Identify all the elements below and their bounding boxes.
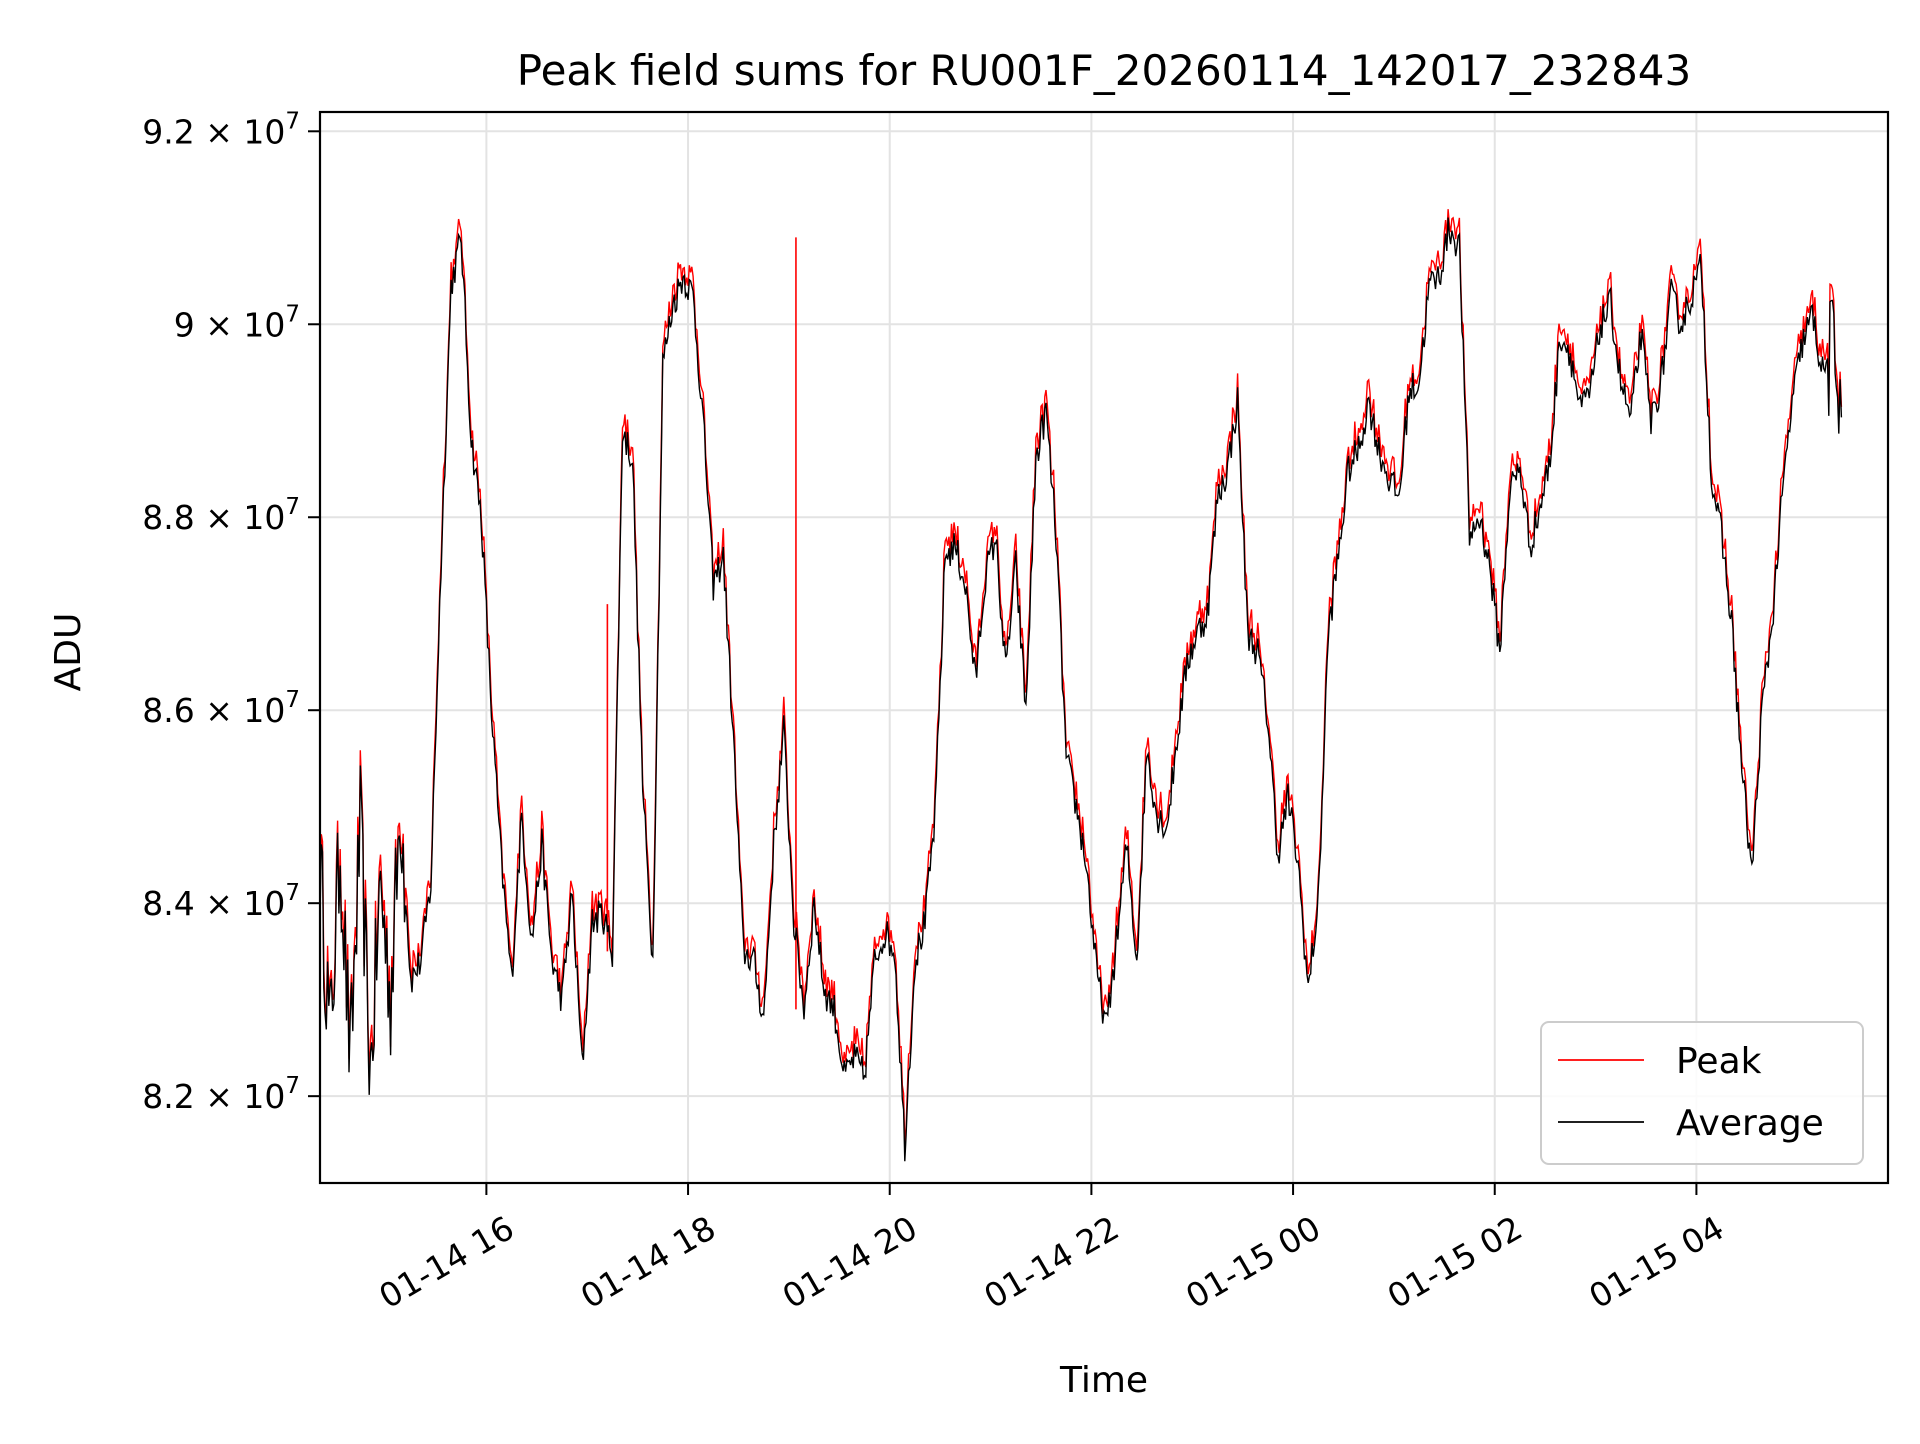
ticks: 01-14 16 01-14 18 01-14 20 01-14 22 01-15 00… (142, 108, 1730, 1316)
y-tick-label: 8.2 × 107 (142, 1073, 300, 1116)
x-tick-label: 01-14 22 (977, 1208, 1125, 1316)
plot-frame (318, 110, 1890, 1185)
series-peak-line (320, 209, 1843, 1147)
legend-box (1540, 1021, 1864, 1165)
x-tick-label: 01-14 18 (574, 1208, 722, 1316)
legend-label-peak: Peak (1676, 1041, 1762, 1082)
y-tick-label: 9 × 107 (174, 301, 300, 344)
grid (320, 112, 1888, 1183)
legend-label-average: Average (1676, 1103, 1824, 1144)
x-tick-label: 01-15 02 (1381, 1208, 1529, 1316)
x-tick-label: 01-14 16 (372, 1208, 520, 1316)
series-average (320, 217, 1843, 1162)
y-axis-label: ADU (48, 613, 89, 692)
series-peak (320, 209, 1843, 1147)
y-tick-label: 8.8 × 107 (142, 494, 300, 537)
y-tick-label: 9.2 × 107 (142, 108, 300, 151)
x-tick-label: 01-15 00 (1179, 1208, 1327, 1316)
y-tick-label: 8.4 × 107 (142, 880, 300, 923)
x-axis-label: Time (1059, 1360, 1148, 1401)
chart-title: Peak field sums for RU001F_20260114_1420… (517, 46, 1691, 95)
series-average-line (320, 217, 1843, 1162)
series-layer (320, 209, 1843, 1162)
x-tick-label: 01-14 20 (776, 1208, 924, 1316)
legend: Peak Average (1540, 1021, 1864, 1165)
y-tick-label: 8.6 × 107 (142, 687, 300, 730)
x-tick-label: 01-15 04 (1582, 1208, 1730, 1316)
